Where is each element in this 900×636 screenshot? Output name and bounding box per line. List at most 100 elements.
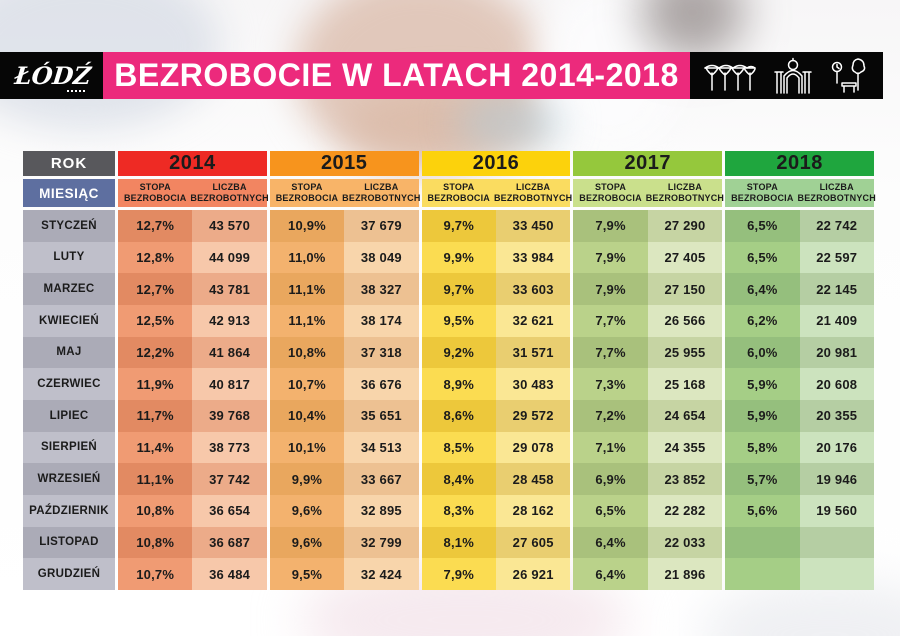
stopa-cell: 6,2% xyxy=(725,304,800,337)
stopa-cell: 7,7% xyxy=(573,304,648,337)
liczba-subheader-2014: LICZBA BEZROBOTNYCH xyxy=(190,179,269,207)
liczba-cell: 33 984 xyxy=(495,241,571,274)
liczba-cell: 25 955 xyxy=(647,336,723,369)
stopa-cell: 8,5% xyxy=(421,431,496,464)
liczba-cell: 37 679 xyxy=(344,210,419,242)
liczba-cell: 32 799 xyxy=(344,526,419,559)
stopa-cell: 5,9% xyxy=(725,399,800,432)
stopa-cell: 9,9% xyxy=(421,241,496,274)
year-header-2017: 2017 xyxy=(573,151,723,176)
liczba-cell: 32 621 xyxy=(495,304,571,337)
liczba-cell: 36 484 xyxy=(192,558,267,590)
liczba-cell: 38 174 xyxy=(344,304,419,337)
rok-corner-cell: ROK xyxy=(23,151,115,176)
table-row: LUTY 12,8% 44 099 11,0% 38 049 9,9% 33 984 7,9%… xyxy=(23,241,877,274)
table-row: LIPIEC 11,7% 39 768 10,4% 35 651 8,6% 29 572 7,… xyxy=(23,399,877,432)
lodz-logo-box: ŁÓDŹ xyxy=(0,52,103,99)
liczba-cell: 24 654 xyxy=(647,399,723,432)
table-row: CZERWIEC 11,9% 40 817 10,7% 36 676 8,9% 30 483… xyxy=(23,368,877,400)
month-cell: GRUDZIEŃ xyxy=(23,558,115,590)
miesiac-corner-cell: MIESIĄC xyxy=(23,179,115,207)
stopa-cell: 10,7% xyxy=(118,558,193,590)
liczba-cell: 22 033 xyxy=(647,526,723,559)
stopa-subheader-2014: STOPA BEZROBOCIA xyxy=(118,179,193,207)
stopa-cell: 11,9% xyxy=(118,368,193,400)
liczba-cell: 20 176 xyxy=(799,431,874,464)
stopa-cell: 8,6% xyxy=(421,399,496,432)
month-cell: CZERWIEC xyxy=(23,368,115,400)
stopa-cell: 6,0% xyxy=(725,336,800,369)
table-row: KWIECIEŃ 12,5% 42 913 11,1% 38 174 9,5% 32 621… xyxy=(23,304,877,337)
landmarks-box xyxy=(690,52,883,99)
liczba-cell xyxy=(799,558,874,590)
stopa-cell: 8,1% xyxy=(421,526,496,559)
stopa-cell: 11,7% xyxy=(118,399,193,432)
gate-icon xyxy=(773,57,812,94)
liczba-cell: 26 921 xyxy=(495,558,571,590)
page-title: BEZROBOCIE W LATACH 2014-2018 xyxy=(114,57,679,93)
stopa-cell xyxy=(725,526,800,559)
stopa-cell: 6,9% xyxy=(573,463,648,495)
month-cell: MARZEC xyxy=(23,273,115,305)
stopa-subheader-2017: STOPA BEZROBOCIA xyxy=(573,179,648,207)
year-header-row: ROK 2014 2015 2016 2017 2018 xyxy=(23,151,877,176)
stopa-cell: 6,5% xyxy=(573,494,648,527)
liczba-cell: 28 162 xyxy=(495,494,571,527)
liczba-cell: 26 566 xyxy=(647,304,723,337)
liczba-cell: 36 654 xyxy=(192,494,267,527)
liczba-cell: 27 405 xyxy=(647,241,723,274)
stopa-cell: 7,9% xyxy=(421,558,496,590)
stopa-cell: 6,5% xyxy=(725,241,800,274)
liczba-cell: 42 913 xyxy=(192,304,267,337)
liczba-subheader-2015: LICZBA BEZROBOTNYCH xyxy=(342,179,420,207)
stopa-cell: 9,2% xyxy=(421,336,496,369)
liczba-cell: 33 603 xyxy=(495,273,571,305)
liczba-cell: 32 895 xyxy=(344,494,419,527)
table-row: GRUDZIEŃ 10,7% 36 484 9,5% 32 424 7,9% 26 921 6… xyxy=(23,558,877,590)
table-row: WRZESIEŃ 11,1% 37 742 9,9% 33 667 8,4% 28 458 6… xyxy=(23,463,877,495)
stopa-subheader-2015: STOPA BEZROBOCIA xyxy=(269,179,345,207)
stopa-cell: 11,1% xyxy=(269,304,345,337)
liczba-cell: 22 742 xyxy=(799,210,874,242)
stopa-cell: 9,5% xyxy=(421,304,496,337)
stopa-cell: 11,1% xyxy=(118,463,193,495)
stopa-cell: 7,2% xyxy=(573,399,648,432)
year-header-2018: 2018 xyxy=(725,151,874,176)
liczba-cell: 43 781 xyxy=(192,273,267,305)
liczba-cell: 28 458 xyxy=(495,463,571,495)
stopa-cell: 5,9% xyxy=(725,368,800,400)
stopa-cell: 12,7% xyxy=(118,210,193,242)
liczba-cell: 43 570 xyxy=(192,210,267,242)
table-row: MARZEC 12,7% 43 781 11,1% 38 327 9,7% 33 603 7,… xyxy=(23,273,877,305)
stopa-cell: 10,8% xyxy=(118,494,193,527)
liczba-cell: 38 773 xyxy=(192,431,267,464)
liczba-cell: 29 572 xyxy=(495,399,571,432)
liczba-subheader-2018: LICZBA BEZROBOTNYCH xyxy=(798,179,876,207)
subheader-row: MIESIĄC STOPA BEZROBOCIA LICZBA BEZROBOTN… xyxy=(23,179,877,207)
table-row: SIERPIEŃ 11,4% 38 773 10,1% 34 513 8,5% 29 078… xyxy=(23,431,877,464)
year-header-2015: 2015 xyxy=(269,151,419,176)
month-cell: SIERPIEŃ xyxy=(23,431,115,464)
year-header-2016: 2016 xyxy=(421,151,571,176)
liczba-cell xyxy=(799,526,874,559)
table-row: STYCZEŃ 12,7% 43 570 10,9% 37 679 9,7% 33 450 7… xyxy=(23,210,877,242)
table-row: LISTOPAD 10,8% 36 687 9,6% 32 799 8,1% 27 605 6… xyxy=(23,526,877,559)
liczba-cell: 27 290 xyxy=(647,210,723,242)
table-row: PAŹDZIERNIK 10,8% 36 654 9,6% 32 895 8,3% 28 1… xyxy=(23,494,877,527)
stopa-cell: 8,4% xyxy=(421,463,496,495)
liczba-cell: 35 651 xyxy=(344,399,419,432)
liczba-cell: 36 687 xyxy=(192,526,267,559)
stopa-cell xyxy=(725,558,800,590)
liczba-cell: 37 318 xyxy=(344,336,419,369)
svg-text:ŁÓDŹ: ŁÓDŹ xyxy=(12,61,94,90)
liczba-cell: 21 896 xyxy=(647,558,723,590)
liczba-cell: 40 817 xyxy=(192,368,267,400)
liczba-cell: 19 946 xyxy=(799,463,874,495)
liczba-cell: 31 571 xyxy=(495,336,571,369)
month-cell: LISTOPAD xyxy=(23,526,115,559)
liczba-cell: 41 864 xyxy=(192,336,267,369)
stopa-cell: 7,1% xyxy=(573,431,648,464)
liczba-cell: 37 742 xyxy=(192,463,267,495)
stopa-cell: 10,7% xyxy=(269,368,345,400)
stopa-cell: 7,3% xyxy=(573,368,648,400)
